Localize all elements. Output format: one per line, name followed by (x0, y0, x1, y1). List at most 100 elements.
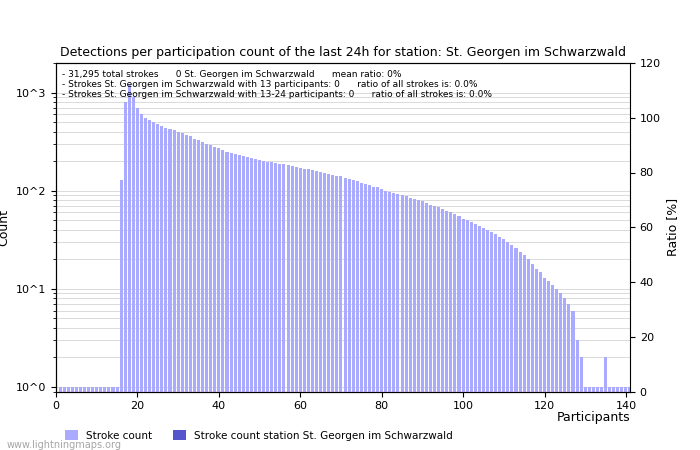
Bar (612, 387, 615, 450)
Bar (160, 126, 163, 450)
Bar (176, 131, 180, 450)
Bar (319, 172, 322, 450)
Bar (201, 143, 204, 450)
Bar (592, 387, 595, 450)
Bar (254, 159, 257, 450)
Bar (127, 85, 131, 450)
Bar (454, 214, 456, 450)
Bar (449, 212, 452, 450)
Bar (636, 387, 640, 450)
Bar (458, 216, 461, 450)
Bar (351, 180, 355, 450)
Bar (279, 164, 281, 450)
Bar (238, 155, 241, 450)
Bar (616, 387, 620, 450)
Bar (372, 187, 375, 450)
Bar (266, 162, 270, 450)
Bar (193, 139, 196, 450)
Bar (494, 234, 497, 450)
Bar (169, 129, 172, 450)
Bar (543, 278, 546, 450)
Bar (348, 179, 351, 450)
Bar (241, 156, 245, 450)
Bar (335, 176, 338, 450)
Bar (389, 192, 391, 450)
Bar (523, 255, 526, 450)
Bar (246, 157, 249, 450)
Bar (205, 144, 208, 450)
Bar (274, 163, 277, 450)
Bar (478, 226, 481, 450)
Bar (258, 160, 261, 450)
Bar (547, 281, 550, 450)
Bar (596, 387, 599, 450)
Bar (482, 228, 485, 450)
Bar (360, 183, 363, 450)
Bar (214, 147, 216, 450)
Bar (185, 135, 188, 450)
Y-axis label: Ratio [%]: Ratio [%] (666, 198, 680, 256)
Bar (181, 133, 183, 450)
Bar (62, 387, 66, 450)
Bar (620, 387, 624, 450)
Bar (514, 248, 517, 450)
Bar (140, 114, 143, 450)
Text: Participants: Participants (556, 411, 630, 424)
Bar (172, 130, 176, 450)
Bar (588, 387, 591, 450)
Bar (344, 178, 346, 450)
Bar (409, 198, 412, 450)
Bar (66, 387, 70, 450)
Bar (286, 165, 290, 450)
Bar (262, 161, 265, 450)
Legend: Stroke ratio station St. Georgen im Schwarzwald: Stroke ratio station St. Georgen im Schw… (61, 446, 347, 450)
Bar (120, 180, 122, 450)
Bar (584, 387, 587, 450)
Text: www.lightningmaps.org: www.lightningmaps.org (7, 440, 122, 450)
Bar (396, 194, 400, 450)
Bar (600, 387, 603, 450)
Bar (441, 209, 444, 450)
Bar (624, 387, 627, 450)
Bar (384, 191, 387, 450)
Bar (490, 232, 493, 450)
Text: - 31,295 total strokes      0 St. Georgen im Schwarzwald      mean ratio: 0%
- S: - 31,295 total strokes 0 St. Georgen im … (62, 70, 491, 99)
Bar (331, 175, 335, 450)
Bar (315, 171, 318, 450)
Bar (433, 206, 436, 450)
Bar (551, 285, 554, 450)
Bar (486, 230, 489, 450)
Bar (59, 387, 62, 450)
Bar (225, 152, 228, 450)
Bar (559, 293, 562, 450)
Bar (91, 387, 94, 450)
Bar (71, 387, 74, 450)
Bar (535, 269, 538, 450)
Bar (250, 158, 253, 450)
Bar (164, 127, 167, 450)
Bar (340, 176, 342, 450)
Bar (230, 153, 232, 450)
Bar (282, 165, 286, 450)
Bar (421, 201, 424, 450)
Bar (290, 166, 293, 450)
Bar (466, 220, 469, 450)
Bar (107, 387, 111, 450)
Bar (519, 252, 522, 450)
Bar (416, 200, 420, 450)
Bar (75, 387, 78, 450)
Bar (498, 237, 501, 450)
Bar (445, 211, 448, 450)
Bar (197, 140, 200, 450)
Bar (303, 169, 306, 450)
Bar (531, 264, 534, 450)
Bar (580, 357, 582, 450)
Bar (104, 387, 106, 450)
Bar (111, 387, 115, 450)
Bar (156, 124, 160, 450)
Bar (368, 185, 371, 450)
Bar (364, 184, 367, 450)
Bar (270, 162, 273, 450)
Bar (209, 145, 212, 450)
Bar (356, 181, 359, 450)
